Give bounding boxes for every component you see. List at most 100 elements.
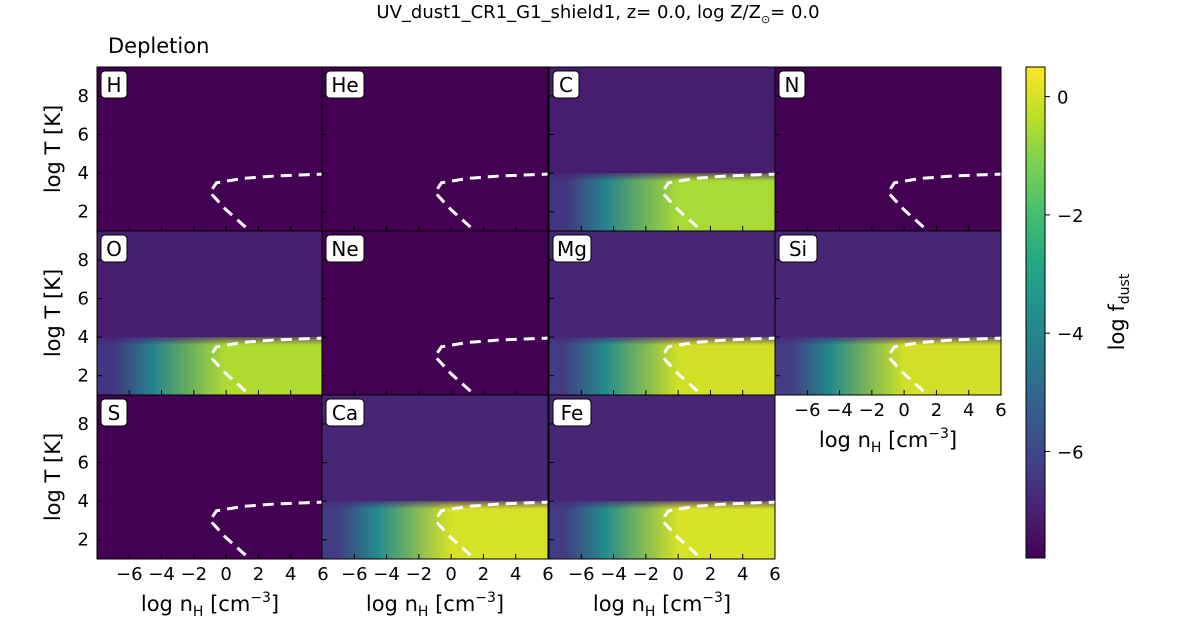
y-tick-label: 8 xyxy=(78,414,89,435)
panel-image xyxy=(775,67,1001,231)
x-tick-label: −2 xyxy=(181,564,208,585)
equilibrium-curve xyxy=(433,172,548,229)
x-axis-label-close: ] xyxy=(723,592,731,616)
panel-h: H xyxy=(96,66,324,232)
y-tick-label: 6 xyxy=(78,453,89,474)
x-axis-label-close: ] xyxy=(496,592,504,616)
x-tick-label: −2 xyxy=(406,564,433,585)
panel-frame xyxy=(774,230,1002,396)
x-tick-label: −2 xyxy=(859,400,886,421)
equilibrium-curve xyxy=(886,336,1001,393)
x-tick-label: 0 xyxy=(898,400,909,421)
panel-image xyxy=(97,395,323,559)
x-tick-label: 6 xyxy=(317,564,328,585)
y-tick-label: 8 xyxy=(78,86,89,107)
equilibrium-curve xyxy=(660,172,775,229)
x-tick-label: −4 xyxy=(600,564,627,585)
x-tick-label: 0 xyxy=(220,564,231,585)
x-tick-label: −6 xyxy=(116,564,143,585)
x-axis-label-sub: H xyxy=(418,604,429,620)
element-label-box xyxy=(552,398,592,427)
panel-image xyxy=(97,67,323,231)
y-tick-label: 4 xyxy=(78,163,89,184)
panel-s: S xyxy=(96,394,324,560)
element-label-box xyxy=(325,398,365,427)
element-label: O xyxy=(106,237,122,261)
x-tick-label: 2 xyxy=(253,564,264,585)
x-tick-label: −4 xyxy=(826,400,853,421)
panel-ca: Ca xyxy=(321,394,549,560)
element-label: S xyxy=(108,401,121,425)
equilibrium-curve xyxy=(660,336,775,393)
heatmap-background xyxy=(97,67,323,231)
heatmap-dust-region xyxy=(322,501,548,559)
element-label-box xyxy=(778,234,818,263)
chart-title: UV_dust1_CR1_G1_shield1, z= 0.0, log Z/Z… xyxy=(376,2,819,26)
x-tick-label: −6 xyxy=(794,400,821,421)
element-label: C xyxy=(559,73,573,97)
colorbar-label-sub: dust xyxy=(1117,273,1133,304)
x-axis-label-exp: −3 xyxy=(702,590,723,606)
equilibrium-curve xyxy=(208,172,323,229)
y-axis-label: log T [K] xyxy=(41,269,65,357)
equilibrium-curve xyxy=(886,172,1001,229)
x-axis-label-exp: −3 xyxy=(475,590,496,606)
colorbar-scale xyxy=(1025,66,1046,559)
chart-subtitle: Depletion xyxy=(108,34,209,58)
panel-image xyxy=(549,67,775,231)
heatmap-edge xyxy=(549,499,775,510)
panel-si: Si xyxy=(774,230,1002,396)
x-axis-label-close: ] xyxy=(271,592,279,616)
element-label-box xyxy=(778,70,806,99)
y-tick-label: 2 xyxy=(78,366,89,387)
x-axis-label: log nH [cm−3] xyxy=(593,590,731,620)
x-axis-label: log nH [cm−3] xyxy=(819,426,957,456)
y-axis-label: log T [K] xyxy=(41,105,65,193)
x-axis-label-unit: [cm xyxy=(655,592,702,616)
x-tick-label: 2 xyxy=(705,564,716,585)
heatmap-edge xyxy=(775,335,1001,346)
heatmap-dust-region xyxy=(775,337,1001,395)
heatmap-edge xyxy=(97,335,323,346)
y-tick-label: 2 xyxy=(78,530,89,551)
heatmap-background xyxy=(97,395,323,559)
x-axis-label-unit: [cm xyxy=(428,592,475,616)
heatmap-dust-region xyxy=(549,501,775,559)
x-axis-label: log nH [cm−3] xyxy=(366,590,504,620)
equilibrium-curve xyxy=(208,336,323,393)
x-axis-label-unit: [cm xyxy=(203,592,250,616)
equilibrium-curve xyxy=(660,500,775,557)
x-tick-label: −4 xyxy=(148,564,175,585)
panel-mg: Mg xyxy=(548,230,776,396)
x-axis-label-sub: H xyxy=(645,604,656,620)
heatmap-edge xyxy=(322,499,548,510)
y-tick-label: 8 xyxy=(78,250,89,271)
element-label-box xyxy=(325,234,365,263)
element-label-box xyxy=(100,70,128,99)
panel-grid: H He C N O Ne Mg Si S Ca Fe xyxy=(96,66,1002,560)
heatmap-dust-region xyxy=(549,337,775,395)
x-axis-label-main: log n xyxy=(593,592,645,616)
x-tick-label: 2 xyxy=(478,564,489,585)
x-axis-label-unit: [cm xyxy=(881,428,928,452)
panel-he: He xyxy=(321,66,549,232)
equilibrium-curve xyxy=(433,500,548,557)
title-sun-symbol: ⊙ xyxy=(761,13,770,26)
x-tick-label: 4 xyxy=(285,564,296,585)
element-label: Si xyxy=(789,237,807,261)
colorbar-tick-label: −2 xyxy=(1057,206,1084,227)
title-suffix: = 0.0 xyxy=(770,2,819,23)
x-axis-label-sub: H xyxy=(193,604,204,620)
x-tick-label: −6 xyxy=(341,564,368,585)
equilibrium-curve xyxy=(208,500,323,557)
colorbar-label: log fdust xyxy=(1105,273,1133,350)
element-label: N xyxy=(785,73,800,97)
heatmap-dust-region xyxy=(97,337,323,395)
x-axis-label-main: log n xyxy=(141,592,193,616)
element-label-box xyxy=(100,234,128,263)
x-tick-label: 6 xyxy=(995,400,1006,421)
chart-title-main: UV_dust1_CR1_G1_shield1, z= 0.0, log Z/Z xyxy=(376,2,761,23)
panel-o: O xyxy=(96,230,324,396)
